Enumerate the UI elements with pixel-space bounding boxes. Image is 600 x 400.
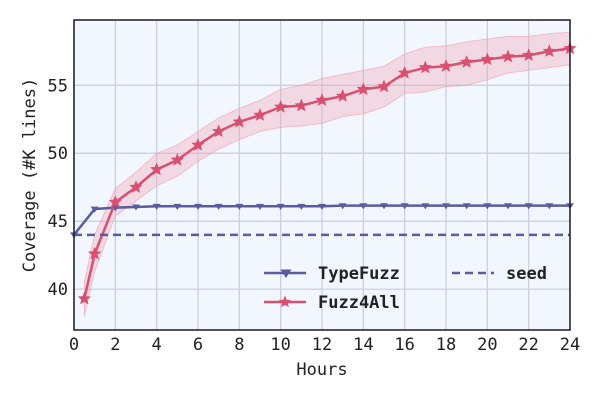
data-point-fuzz4all <box>149 162 164 176</box>
data-point-fuzz4all <box>439 59 453 73</box>
data-point-fuzz4all <box>87 246 102 260</box>
legend-marker-fuzz4all <box>278 295 292 308</box>
data-point-typefuzz <box>111 205 120 212</box>
data-point-typefuzz <box>235 203 244 210</box>
x-tick-label: 0 <box>69 335 79 355</box>
x-tick-label: 22 <box>518 335 538 355</box>
x-tick-label: 6 <box>193 335 203 355</box>
plot-frame <box>73 19 571 331</box>
data-point-typefuzz <box>338 203 347 210</box>
data-point-fuzz4all <box>273 99 288 113</box>
x-tick-label: 8 <box>234 335 244 355</box>
data-point-typefuzz <box>214 203 223 210</box>
data-point-typefuzz <box>462 203 471 210</box>
legend: TypeFuzz seed Fuzz4All <box>264 264 547 313</box>
x-tick-label: 14 <box>353 335 373 355</box>
data-point-fuzz4all <box>170 152 185 166</box>
data-point-typefuzz <box>90 206 99 213</box>
data-point-fuzz4all <box>521 48 536 62</box>
data-point-typefuzz <box>276 203 285 210</box>
legend-label-fuzz4all: Fuzz4All <box>318 293 400 313</box>
y-tick-label: 50 <box>48 144 68 164</box>
data-point-typefuzz <box>421 203 430 210</box>
data-point-fuzz4all <box>253 107 267 121</box>
legend-star-shape <box>278 295 292 308</box>
data-point-fuzz4all <box>315 93 329 107</box>
legend-label-seed: seed <box>506 264 547 284</box>
data-point-fuzz4all <box>232 114 247 128</box>
legend-label-typefuzz: TypeFuzz <box>318 264 400 284</box>
y-tick-label: 40 <box>48 280 68 300</box>
data-point-fuzz4all <box>191 137 205 151</box>
data-point-fuzz4all <box>542 44 557 58</box>
data-point-typefuzz <box>256 203 264 210</box>
x-tick-label: 18 <box>436 335 456 355</box>
data-point-typefuzz <box>297 203 306 210</box>
data-point-typefuzz <box>359 203 368 210</box>
data-point-fuzz4all <box>418 60 433 74</box>
data-point-fuzz4all <box>377 79 391 93</box>
data-point-typefuzz <box>173 203 182 210</box>
data-point-typefuzz <box>152 203 161 210</box>
data-point-typefuzz <box>504 203 512 210</box>
data-point-typefuzz <box>524 203 533 210</box>
data-point-fuzz4all <box>459 54 474 68</box>
x-tick-label: 24 <box>560 335 580 355</box>
y-tick-labels: 40 45 50 55 <box>48 76 68 300</box>
data-point-typefuzz <box>132 204 140 211</box>
y-tick-label: 55 <box>48 76 68 96</box>
x-axis-title: Hours <box>296 360 347 380</box>
data-point-typefuzz <box>400 203 409 210</box>
x-tick-label: 2 <box>110 335 120 355</box>
data-point-typefuzz <box>318 203 326 210</box>
data-point-typefuzz <box>194 203 202 210</box>
legend-marker-typefuzz <box>280 269 292 278</box>
x-tick-label: 12 <box>312 335 332 355</box>
data-point-fuzz4all <box>77 291 92 305</box>
y-axis-title: Coverage (#K lines) <box>20 78 40 272</box>
data-point-typefuzz <box>380 203 388 210</box>
x-tick-label: 20 <box>477 335 497 355</box>
data-point-fuzz4all <box>294 98 309 112</box>
data-point-fuzz4all <box>356 82 371 96</box>
data-point-fuzz4all <box>129 180 143 194</box>
data-point-typefuzz <box>545 203 554 210</box>
data-point-fuzz4all <box>335 88 350 102</box>
x-tick-label: 16 <box>394 335 414 355</box>
y-tick-label: 45 <box>48 212 68 232</box>
data-point-fuzz4all <box>501 49 515 63</box>
data-point-typefuzz <box>483 203 492 210</box>
x-tick-label: 4 <box>152 335 162 355</box>
data-point-fuzz4all <box>397 65 412 79</box>
data-point-typefuzz <box>442 203 450 210</box>
x-tick-labels: 0 2 4 6 8 10 12 14 16 18 20 22 24 <box>69 335 580 355</box>
data-point-fuzz4all <box>480 52 495 66</box>
data-point-fuzz4all <box>211 124 226 138</box>
x-tick-label: 10 <box>270 335 290 355</box>
data-point-fuzz4all <box>108 194 123 209</box>
